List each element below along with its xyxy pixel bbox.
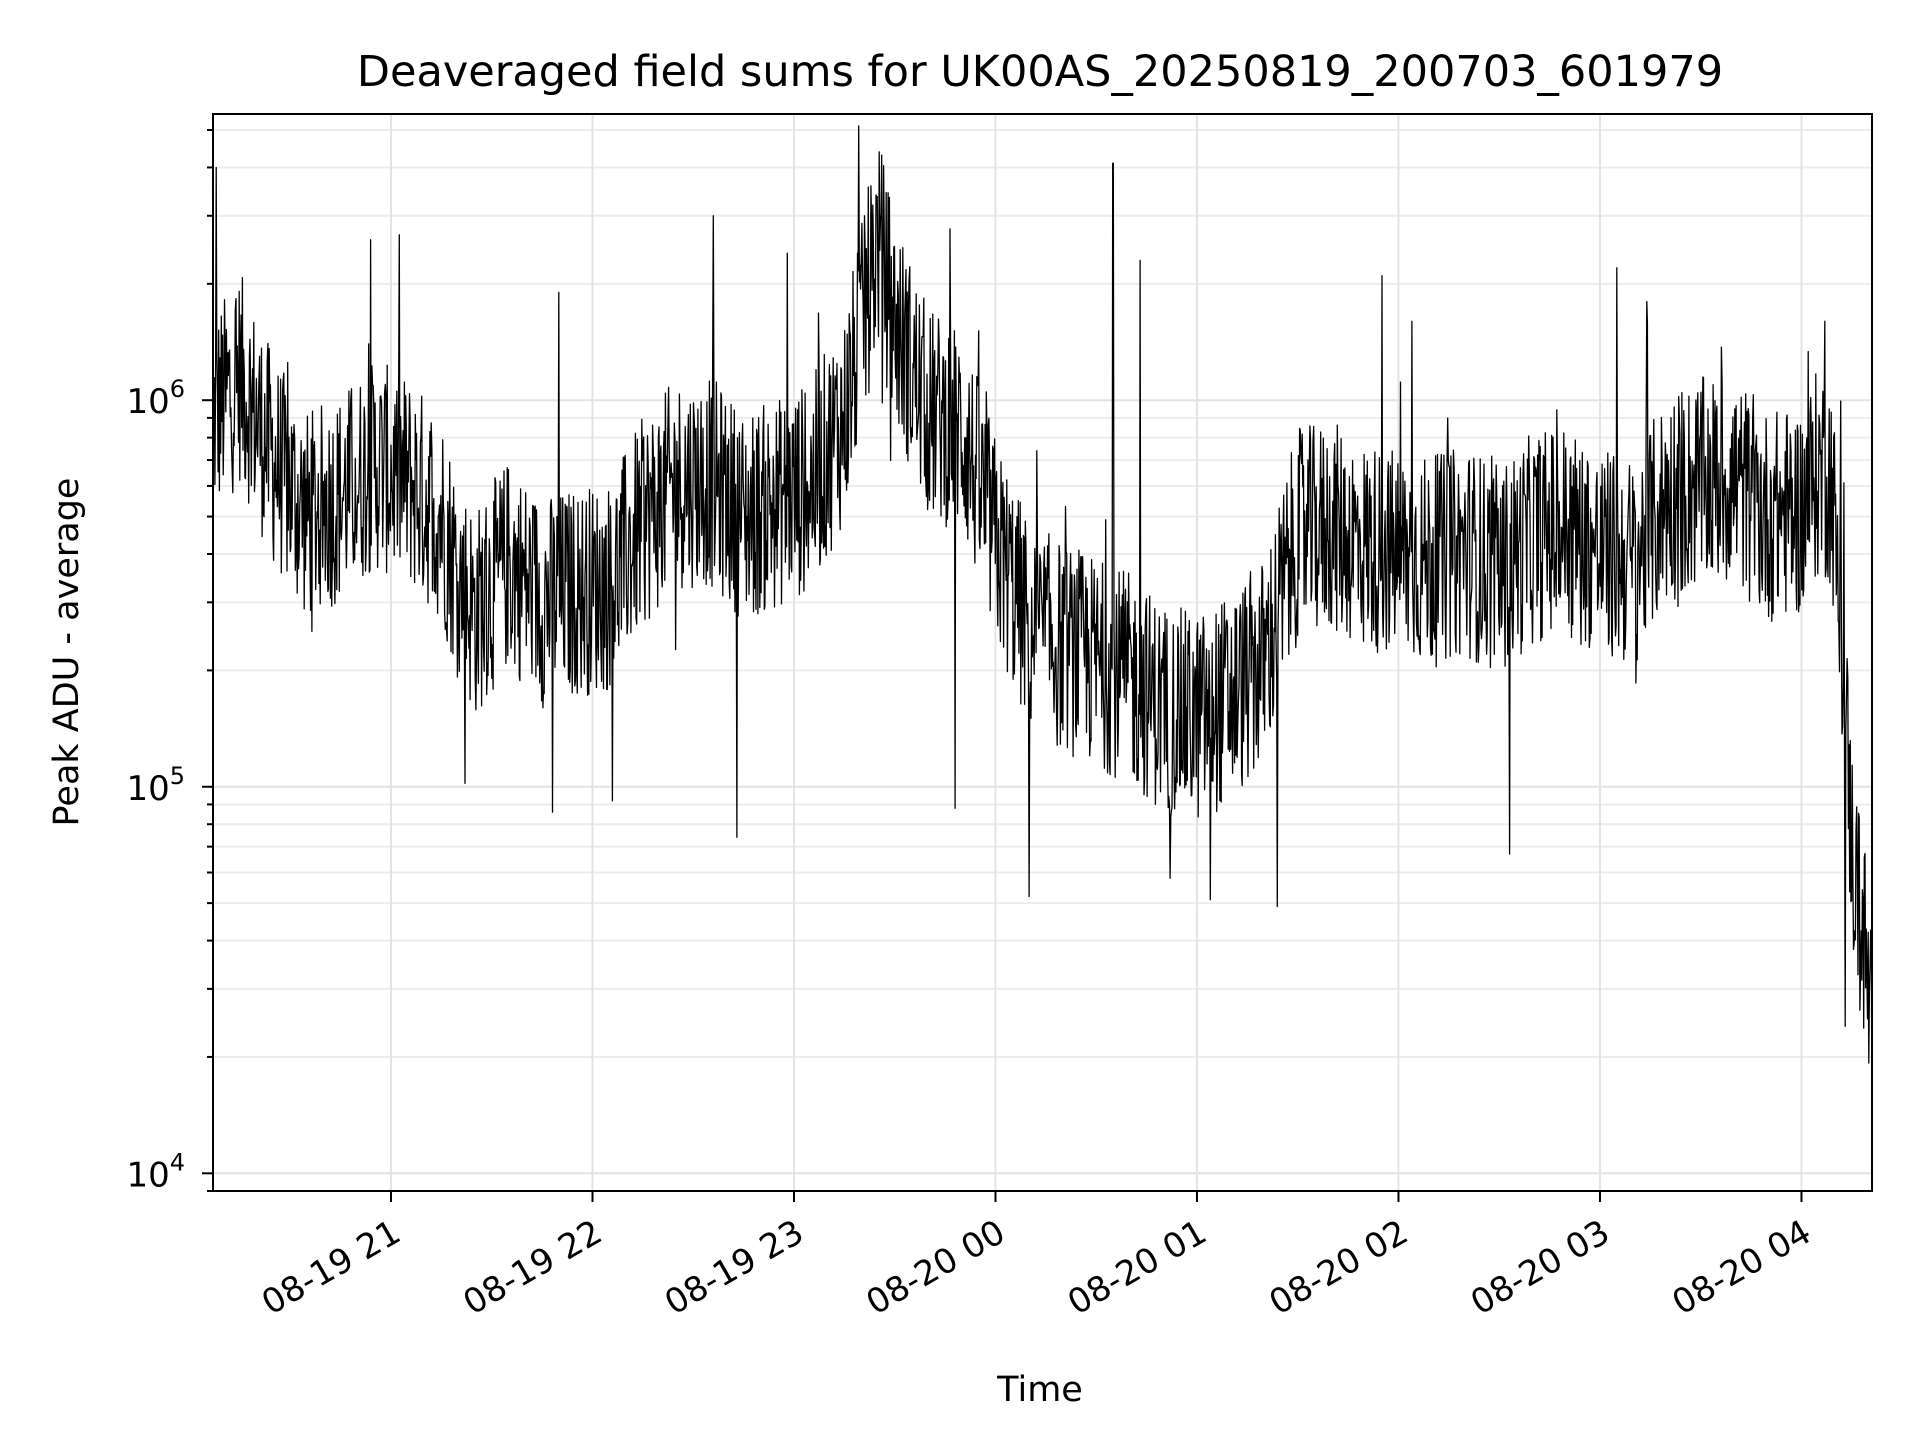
x-tick-label: 08-20 02 xyxy=(1263,1212,1415,1323)
x-tick-label: 08-19 23 xyxy=(658,1212,810,1323)
y-tick-label: 104 xyxy=(126,1148,185,1195)
chart-title: Deaveraged field sums for UK00AS_2025081… xyxy=(357,47,1723,97)
x-tick-label: 08-20 00 xyxy=(860,1212,1012,1323)
x-tick-label: 08-20 04 xyxy=(1666,1212,1818,1323)
plot-frame xyxy=(212,113,1873,1192)
series-layer xyxy=(212,125,1873,1130)
x-tick-label: 08-20 03 xyxy=(1464,1212,1616,1323)
x-tick-label: 08-20 01 xyxy=(1061,1212,1213,1323)
x-tick-label: 08-19 22 xyxy=(457,1212,609,1323)
ticks: 104 105 106 08-19 21 08-19 22 08-19 23 08-20 0… xyxy=(126,129,1818,1323)
x-axis-label: Time xyxy=(996,1370,1083,1410)
x-tick-label: 08-19 21 xyxy=(255,1212,407,1323)
y-tick-label: 105 xyxy=(126,762,185,809)
series-line xyxy=(212,125,1873,1130)
y-axis-label: Peak ADU - average xyxy=(47,478,87,827)
y-tick-label: 106 xyxy=(126,375,185,422)
